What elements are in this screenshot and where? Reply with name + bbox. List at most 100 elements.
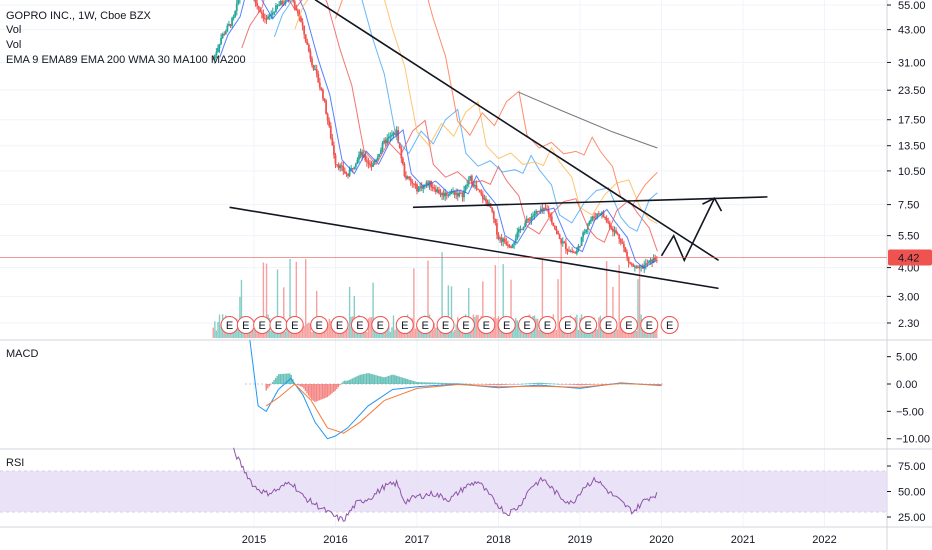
macd-hist-bar: [536, 382, 539, 384]
legend-vol-2[interactable]: Vol: [6, 39, 21, 51]
candle-body: [503, 238, 506, 243]
candle-body: [257, 6, 260, 9]
trendline[interactable]: [314, 0, 719, 261]
earnings-marker[interactable]: E: [619, 316, 638, 334]
candle-body: [265, 18, 268, 20]
macd-hist-bar: [508, 384, 510, 385]
macd-hist-bar: [488, 384, 490, 385]
candle-body: [312, 65, 315, 70]
volume-bar: [638, 268, 641, 338]
volume-bar: [369, 317, 371, 338]
macd-hist-bar: [420, 382, 423, 384]
earnings-marker[interactable]: E: [477, 316, 496, 334]
candle-body: [414, 184, 417, 186]
earnings-marker[interactable]: E: [538, 316, 557, 334]
earnings-marker[interactable]: E: [220, 316, 239, 334]
candle-body: [307, 44, 310, 52]
macd-hist-bar: [405, 378, 407, 384]
earnings-marker[interactable]: E: [579, 316, 598, 334]
earnings-marker[interactable]: E: [395, 316, 414, 334]
chart-title[interactable]: GOPRO INC., 1W, Cboe BZX: [6, 10, 152, 22]
macd-hist-bar: [596, 384, 598, 385]
candle-body: [369, 163, 371, 165]
drawing-tools[interactable]: [229, 0, 768, 290]
candle-body: [430, 180, 433, 188]
trendline[interactable]: [229, 206, 719, 290]
volume-bar: [576, 314, 578, 338]
volume-bar: [347, 327, 349, 338]
macd-hist-bar: [557, 383, 559, 385]
time-tick-label: 2018: [486, 534, 510, 546]
macd-hist-bar: [483, 384, 485, 385]
macd-hist-bar: [281, 373, 283, 384]
macd-line: [249, 340, 662, 440]
earnings-marker[interactable]: E: [236, 316, 255, 334]
earnings-marker[interactable]: E: [253, 316, 272, 334]
macd-hist-bar: [397, 376, 399, 384]
macd-hist-bar: [347, 380, 349, 384]
time-tick-label: 2020: [649, 534, 673, 546]
macd-hist-bar: [361, 374, 363, 384]
macd-hist-bar: [531, 383, 534, 384]
rsi-tick-label: 75.00: [898, 461, 926, 473]
earnings-label: E: [605, 320, 612, 332]
macd-hist-bar: [654, 384, 656, 385]
earnings-label: E: [421, 320, 428, 332]
macd-hist-bar: [417, 382, 419, 384]
volume-bar: [530, 331, 533, 338]
candle-body: [436, 189, 439, 192]
volume-bar: [452, 331, 454, 338]
candle-body: [638, 266, 641, 268]
arrow-path[interactable]: [660, 197, 716, 263]
earnings-marker[interactable]: E: [640, 316, 659, 334]
macd-hist-bar: [401, 377, 404, 384]
ema-9-line: [219, 0, 657, 269]
macd-hist-bar: [511, 384, 513, 385]
earnings-marker[interactable]: E: [660, 316, 679, 334]
rsi-pane-title[interactable]: RSI: [6, 457, 24, 469]
earnings-marker[interactable]: E: [518, 316, 537, 334]
earnings-marker[interactable]: E: [456, 316, 475, 334]
earnings-circle: [350, 316, 369, 334]
volume-bar: [651, 331, 653, 338]
macd-hist-bar: [303, 384, 305, 389]
earnings-marker[interactable]: E: [310, 316, 329, 334]
earnings-marker[interactable]: E: [371, 316, 390, 334]
earnings-marker[interactable]: E: [416, 316, 435, 334]
arrow-head[interactable]: [702, 197, 723, 212]
earnings-marker[interactable]: E: [558, 316, 577, 334]
earnings-marker[interactable]: E: [330, 316, 349, 334]
candle-body: [492, 211, 495, 220]
candle-body: [544, 208, 547, 210]
candle-body: [425, 182, 428, 185]
time-tick-label: 2015: [242, 534, 266, 546]
macd-hist-bar: [489, 384, 492, 385]
macd-hist-bar: [300, 384, 302, 387]
candle-body: [524, 223, 527, 227]
legend-vol-1[interactable]: Vol: [6, 24, 21, 36]
candle-body: [215, 51, 218, 55]
earnings-marker[interactable]: E: [285, 316, 304, 334]
macd-hist-bar: [372, 374, 374, 384]
macd-hist-bar: [566, 384, 568, 385]
earnings-marker[interactable]: E: [436, 316, 455, 334]
volume-bar: [430, 331, 432, 338]
volume-bar: [615, 322, 617, 338]
macd-hist-bar: [583, 384, 586, 386]
earnings-marker[interactable]: E: [599, 316, 618, 334]
volume-bar: [562, 331, 564, 338]
volume-bar: [323, 330, 326, 338]
candle-body: [622, 243, 625, 248]
candle-body: [571, 250, 574, 252]
earnings-marker[interactable]: E: [269, 316, 288, 334]
earnings-marker[interactable]: E: [350, 316, 369, 334]
macd-hist-bar: [267, 384, 269, 389]
price-badge[interactable]: 4.42: [888, 249, 932, 266]
legend-indicators[interactable]: EMA 9 EMA89 EMA 200 WMA 30 MA100 MA200: [6, 54, 246, 66]
resistance-line[interactable]: [412, 196, 768, 209]
macd-pane-title[interactable]: MACD: [6, 348, 38, 360]
candle-body: [376, 156, 379, 160]
earnings-marker[interactable]: E: [497, 316, 516, 334]
